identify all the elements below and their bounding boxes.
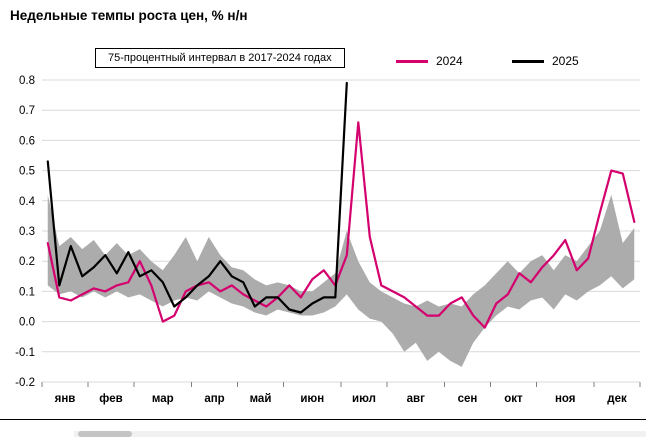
svg-text:0.4: 0.4 — [19, 196, 36, 208]
svg-text:апр: апр — [204, 393, 224, 405]
svg-text:0.3: 0.3 — [19, 226, 35, 238]
page-title: Недельные темпы роста цен, % н/н — [10, 8, 248, 23]
bottom-divider — [0, 419, 646, 420]
horizontal-scrollbar[interactable] — [74, 431, 646, 437]
svg-text:0.2: 0.2 — [19, 256, 35, 268]
horizontal-scrollbar-thumb[interactable] — [78, 431, 132, 437]
legend-item-2024: 2024 — [396, 54, 463, 68]
svg-text:0.5: 0.5 — [19, 166, 35, 178]
legend-item-2025: 2025 — [512, 54, 579, 68]
legend-band-label: 75-процентный интервал в 2017-2024 годах — [95, 48, 345, 68]
svg-text:янв: янв — [55, 393, 76, 405]
svg-text:июл: июл — [352, 393, 376, 405]
legend-label-2025: 2025 — [552, 54, 579, 68]
svg-text:ноя: ноя — [555, 393, 576, 405]
svg-text:фев: фев — [99, 393, 122, 405]
chart-legend: 75-процентный интервал в 2017-2024 годах… — [0, 46, 646, 72]
line-swatch-2024 — [396, 59, 428, 63]
svg-text:0.8: 0.8 — [19, 75, 35, 87]
svg-text:0.0: 0.0 — [19, 317, 35, 329]
legend-label-2024: 2024 — [436, 54, 463, 68]
svg-text:июн: июн — [300, 393, 324, 405]
chart-area: 0.8 0.7 0.6 0.5 0.4 0.3 0.2 0.1 0.0 -0.1 -0.2 янв фе… — [0, 70, 646, 410]
svg-text:0.1: 0.1 — [19, 286, 35, 298]
svg-text:0.7: 0.7 — [19, 105, 35, 117]
svg-text:мар: мар — [152, 393, 174, 405]
svg-text:окт: окт — [504, 393, 523, 405]
svg-text:-0.2: -0.2 — [15, 377, 35, 389]
svg-text:дек: дек — [607, 393, 627, 405]
svg-text:-0.1: -0.1 — [15, 347, 35, 359]
line-swatch-2025 — [512, 59, 544, 63]
svg-text:сен: сен — [458, 393, 478, 405]
weekly-price-growth-chart: 0.8 0.7 0.6 0.5 0.4 0.3 0.2 0.1 0.0 -0.1 -0.2 янв фе… — [15, 75, 641, 405]
svg-text:авг: авг — [407, 393, 425, 405]
svg-text:май: май — [250, 393, 272, 405]
svg-text:0.6: 0.6 — [19, 135, 35, 147]
